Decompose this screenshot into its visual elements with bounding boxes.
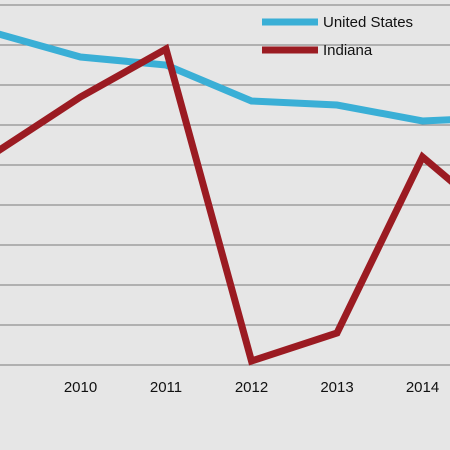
legend: United States Indiana <box>262 14 413 59</box>
series-lines <box>0 30 450 366</box>
legend-label: Indiana <box>323 42 373 59</box>
series-line-indiana <box>0 43 450 366</box>
x-axis: 2010 2011 2012 2013 2014 <box>64 379 439 396</box>
series-line-united-states <box>0 30 450 125</box>
x-tick-label: 2013 <box>320 379 353 396</box>
x-tick-label: 2011 <box>150 379 182 396</box>
x-tick-label: 2012 <box>235 379 268 396</box>
x-tick-label: 2014 <box>406 379 439 396</box>
legend-label: United States <box>323 14 413 31</box>
grid <box>0 4 450 366</box>
x-tick-label: 2010 <box>64 379 97 396</box>
